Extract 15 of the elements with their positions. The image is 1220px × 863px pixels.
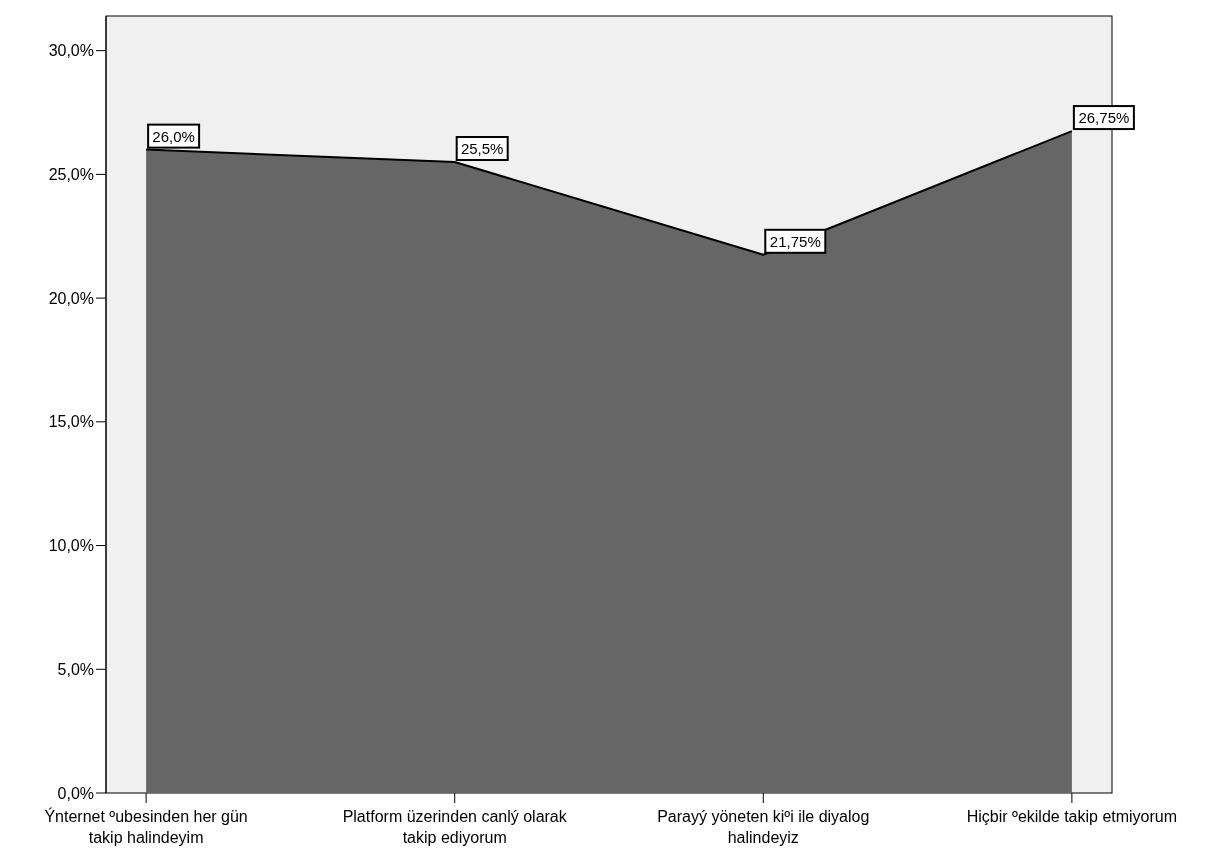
text: 26,0% [152, 127, 195, 145]
text: 26,75% [1078, 109, 1130, 127]
text: 21,75% [769, 232, 821, 250]
y-tick-label: 10,0% [48, 537, 94, 555]
x-tick-label: Platform üzerinden canlý olarak takip ediyorum [342, 808, 568, 846]
y-tick-label: 30,0% [48, 42, 94, 60]
y-tick-label: 25,0% [48, 165, 94, 183]
y-tick-label: 20,0% [48, 289, 94, 307]
text: 25,5% [460, 140, 504, 157]
x-tick-label: Ýnternet ºubesinden her gün takip halindeyim [44, 807, 248, 846]
y-tick-label: 0,0% [57, 784, 94, 802]
y-tick-label: 15,0% [48, 413, 94, 431]
x-tick-label: Hiçbir ºekilde takip etmiyorum [966, 808, 1178, 825]
y-tick-label: 5,0% [57, 660, 94, 678]
x-tick-label: Parayý yöneten kiºi ile diyalog halindeyiz [657, 808, 870, 846]
